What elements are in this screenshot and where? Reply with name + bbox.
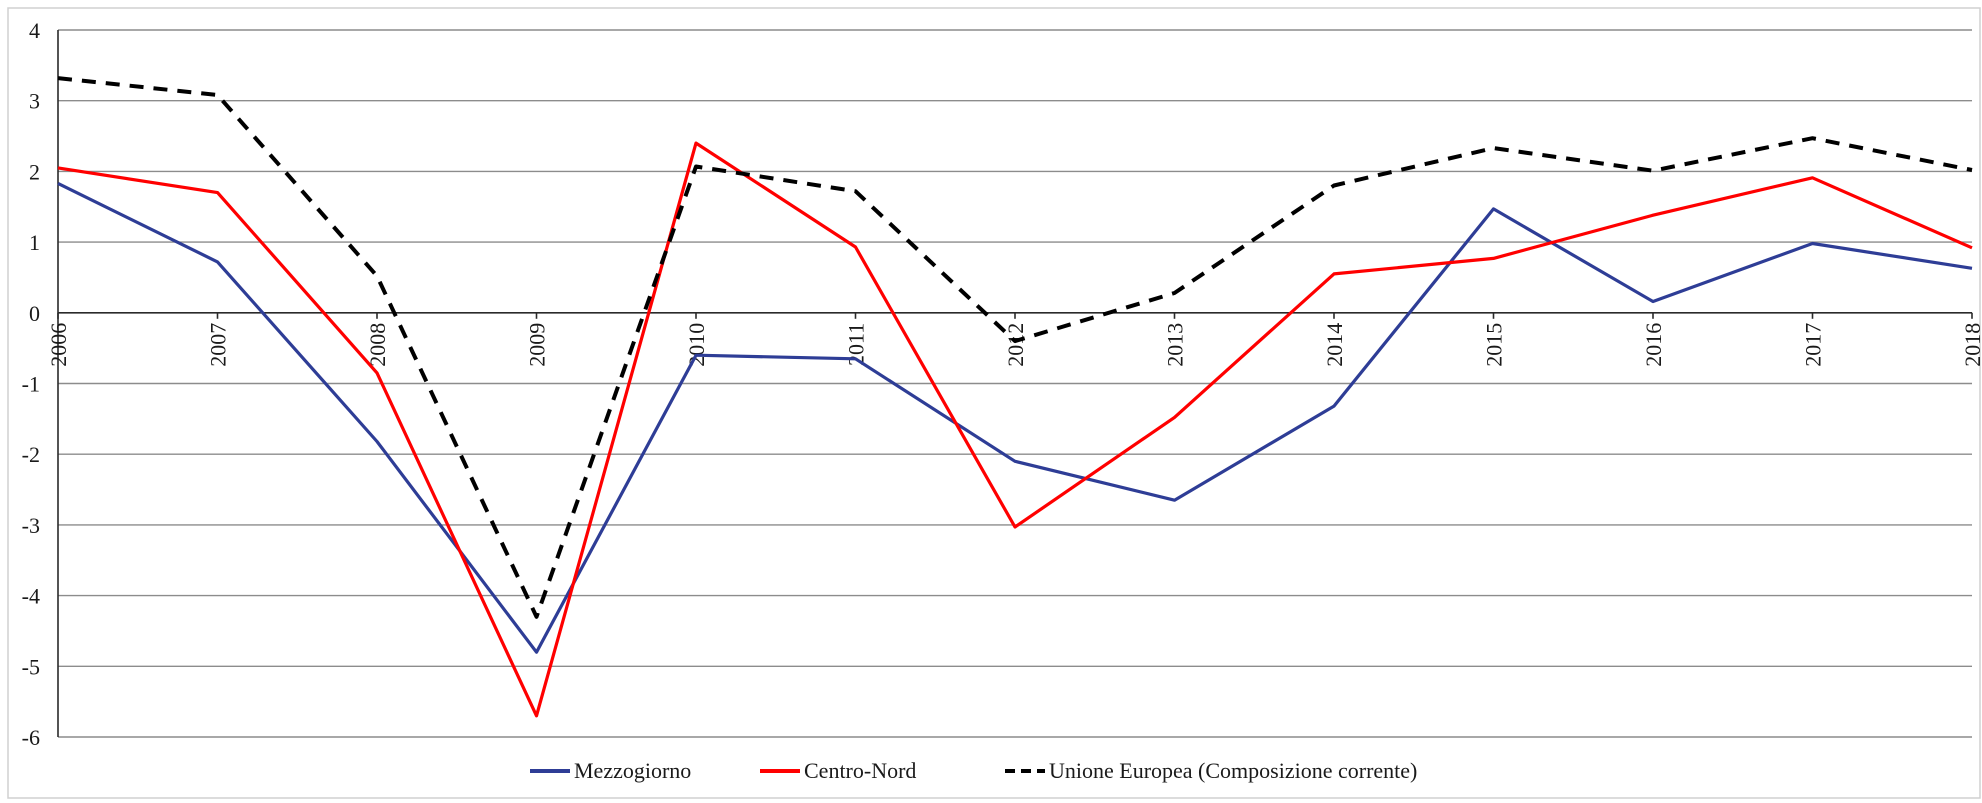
chart-frame bbox=[7, 7, 1981, 799]
legend: Mezzogiorno Centro-Nord Unione Europea (Co… bbox=[530, 758, 1417, 783]
x-tick-label: 2009 bbox=[525, 323, 550, 367]
x-tick-label: 2015 bbox=[1482, 323, 1507, 367]
y-axis-ticks: 4 3 2 1 0 -1 -2 -3 -4 -5 -6 bbox=[22, 18, 40, 750]
y-tick-label: -2 bbox=[22, 442, 40, 467]
legend-label: Unione Europea (Composizione corrente) bbox=[1049, 758, 1417, 783]
x-tick-label: 2008 bbox=[365, 323, 390, 367]
x-tick-label: 2016 bbox=[1641, 323, 1666, 367]
x-tick-label: 2013 bbox=[1163, 323, 1188, 367]
series-line-centro-nord bbox=[57, 141, 1973, 718]
y-tick-label: 0 bbox=[29, 301, 40, 326]
y-tick-label: -4 bbox=[22, 584, 40, 609]
legend-label: Mezzogiorno bbox=[574, 758, 691, 783]
series-lines bbox=[57, 76, 1973, 718]
y-tick-label: 1 bbox=[29, 230, 40, 255]
series-line-unione-europea-composizione-corrente bbox=[57, 76, 1973, 619]
x-tick-label: 2017 bbox=[1801, 323, 1826, 367]
y-tick-label: -5 bbox=[22, 654, 40, 679]
y-tick-label: 3 bbox=[29, 89, 40, 114]
legend-label: Centro-Nord bbox=[804, 758, 916, 783]
gridlines bbox=[58, 29, 1972, 738]
x-tick-label: 2006 bbox=[46, 323, 71, 367]
y-tick-label: -3 bbox=[22, 513, 40, 538]
series-line-mezzogiorno bbox=[57, 181, 1973, 654]
y-tick-label: 4 bbox=[29, 18, 40, 43]
x-tick-label: 2018 bbox=[1960, 323, 1982, 367]
x-tick-label: 2010 bbox=[684, 323, 709, 367]
y-tick-label: -6 bbox=[22, 725, 40, 750]
x-axis-ticks: 2006 2007 2008 2009 2010 2011 2012 2013 2014 2015… bbox=[46, 312, 1982, 367]
y-tick-label: -1 bbox=[22, 372, 40, 397]
x-tick-label: 2014 bbox=[1322, 323, 1347, 367]
x-tick-label: 2012 bbox=[1003, 323, 1028, 367]
x-tick-label: 2007 bbox=[206, 323, 231, 367]
y-tick-label: 2 bbox=[29, 159, 40, 184]
